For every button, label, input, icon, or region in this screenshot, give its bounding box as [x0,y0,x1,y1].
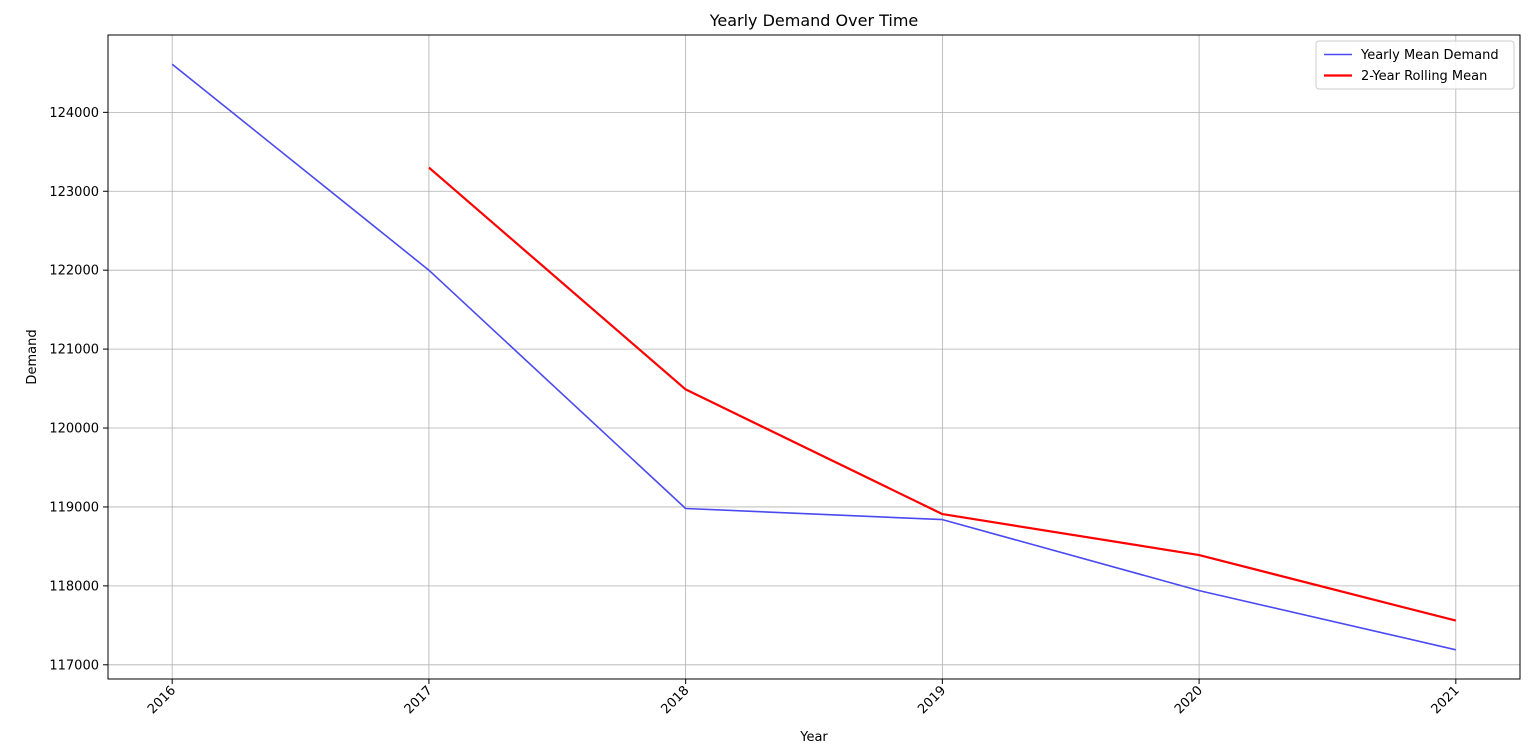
x-tick-label: 2019 [915,683,949,717]
x-tick-label: 2020 [1172,683,1206,717]
x-tick-label: 2016 [145,683,179,717]
series-line-2 [428,166,1457,622]
grid-layer [108,35,1520,679]
x-tick-label: 2018 [658,683,692,717]
legend-box [1315,40,1515,90]
series-line-1 [171,63,1456,651]
legend-label-2: 2-Year Rolling Mean [1361,69,1487,84]
y-tick-label: 118000 [49,579,99,594]
chart-title: Yearly Demand Over Time [709,11,919,30]
y-tick-label: 117000 [49,658,99,673]
plot-frame [107,34,1521,680]
series-layer [171,63,1457,651]
y-axis-label: Demand [25,329,40,384]
legend: Yearly Mean Demand 2-Year Rolling Mean [1315,40,1515,90]
y-tick-label: 123000 [49,185,99,200]
y-axis: 117000 118000 119000 120000 121000 122000 1230… [49,106,108,673]
x-axis-label: Year [799,730,828,745]
legend-label-1: Yearly Mean Demand [1360,48,1499,63]
y-tick-label: 122000 [49,264,99,279]
y-tick-label: 120000 [49,422,99,437]
x-tick-label: 2017 [402,683,436,717]
x-axis: 2016 2017 2018 2019 2020 2021 [145,679,1463,717]
y-tick-label: 119000 [49,500,99,515]
y-tick-label: 124000 [49,106,99,121]
x-tick-label: 2021 [1429,683,1463,717]
y-tick-label: 121000 [49,343,99,358]
